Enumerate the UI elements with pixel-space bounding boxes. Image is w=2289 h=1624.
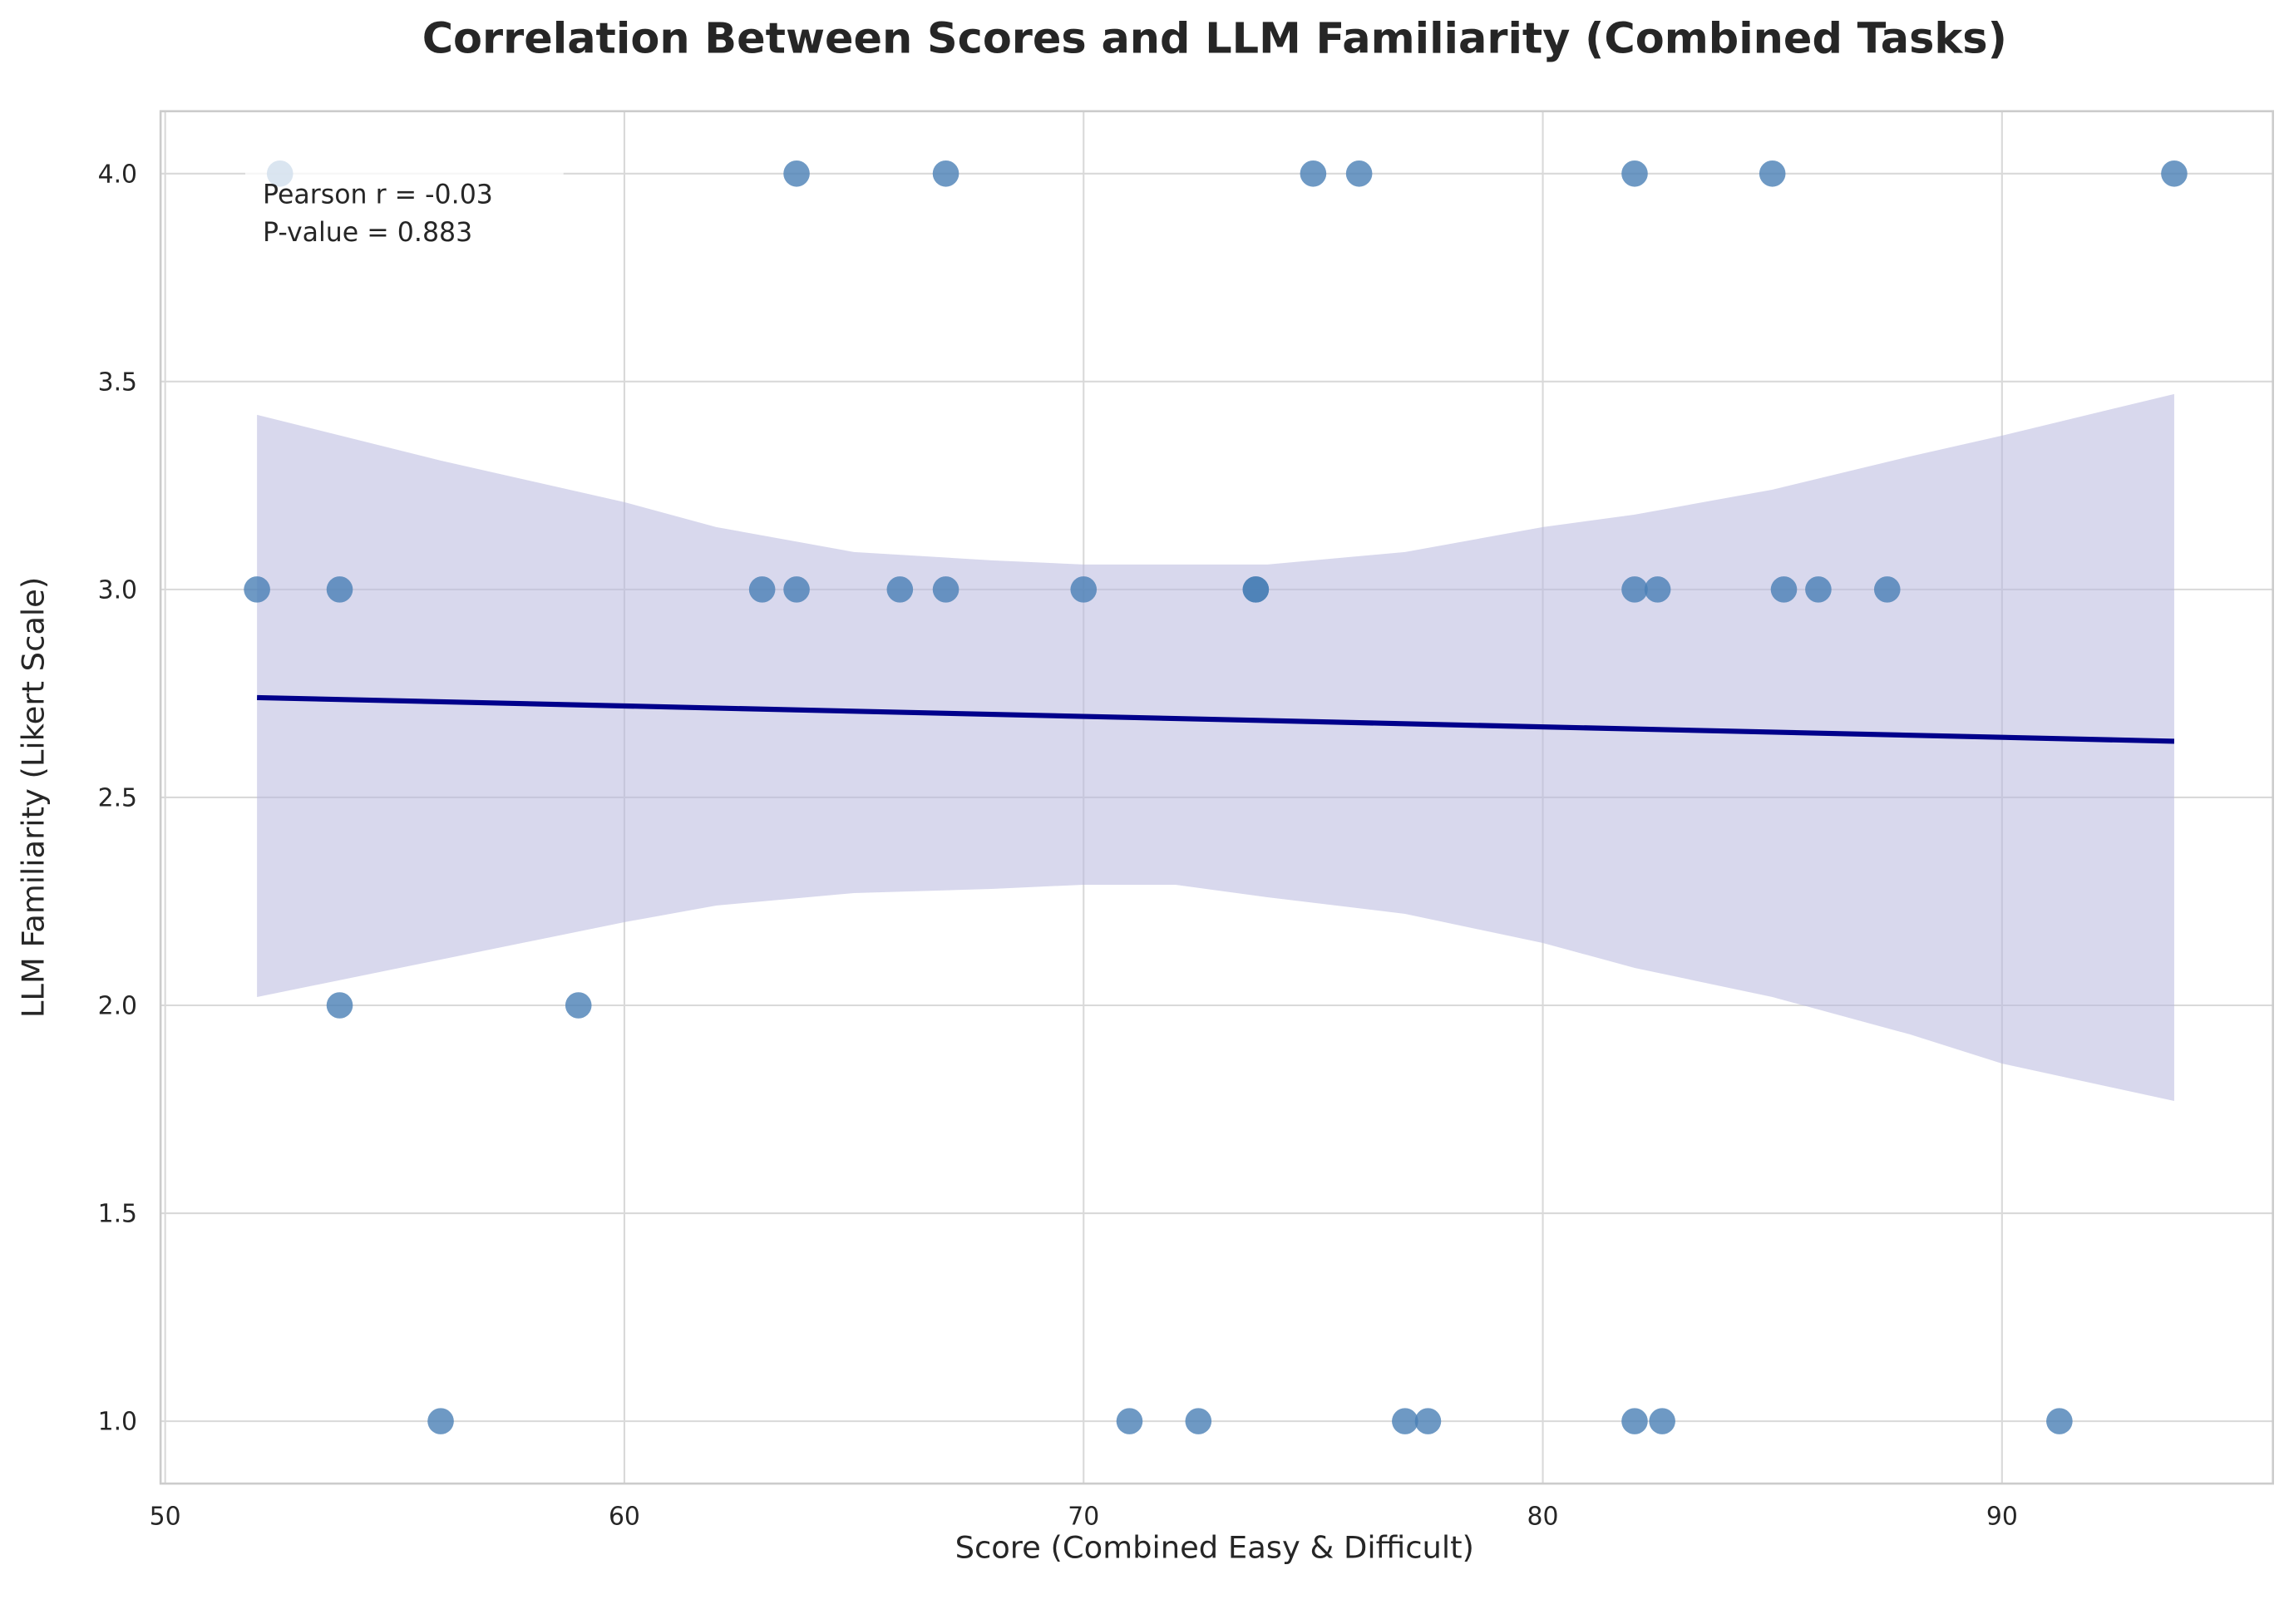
y-axis-label: LLM Familiarity (Likert Scale) bbox=[16, 577, 52, 1018]
data-point bbox=[1242, 576, 1270, 603]
data-point bbox=[783, 160, 810, 187]
data-point bbox=[1759, 160, 1786, 187]
data-point bbox=[932, 160, 960, 187]
data-point bbox=[1873, 576, 1901, 603]
pearson-r-label: Pearson r = -0.03 bbox=[263, 180, 493, 210]
x-tick-label: 80 bbox=[1527, 1502, 1559, 1531]
data-point bbox=[1621, 160, 1648, 187]
data-point bbox=[1414, 1408, 1442, 1434]
data-point bbox=[783, 576, 810, 603]
x-tick-label: 60 bbox=[609, 1502, 640, 1531]
data-point bbox=[2046, 1408, 2073, 1434]
data-point bbox=[2161, 160, 2188, 187]
data-point bbox=[1805, 576, 1832, 603]
regression-line-path bbox=[257, 694, 2175, 744]
y-tick-label: 2.5 bbox=[98, 783, 137, 812]
data-point bbox=[1070, 576, 1098, 603]
data-point bbox=[565, 992, 592, 1019]
y-tick-label: 3.0 bbox=[98, 575, 137, 605]
regression-line bbox=[257, 694, 2175, 744]
x-tick-label: 50 bbox=[150, 1502, 181, 1531]
chart-title: Correlation Between Scores and LLM Famil… bbox=[422, 15, 2007, 64]
data-point bbox=[326, 992, 353, 1019]
y-tick-label: 2.0 bbox=[98, 992, 137, 1021]
x-axis-label: Score (Combined Easy & Difficult) bbox=[955, 1530, 1474, 1566]
data-point bbox=[1770, 576, 1798, 603]
x-tick-label: 90 bbox=[1986, 1502, 2018, 1531]
y-tick-label: 1.0 bbox=[98, 1408, 137, 1437]
data-point bbox=[886, 576, 914, 603]
data-point bbox=[932, 576, 960, 603]
y-tick-label: 1.5 bbox=[98, 1200, 137, 1229]
x-tick-label: 70 bbox=[1068, 1502, 1099, 1531]
y-tick-label: 3.5 bbox=[98, 368, 137, 397]
data-point bbox=[1300, 160, 1327, 187]
data-point bbox=[326, 576, 353, 603]
confidence-band-area bbox=[257, 393, 2174, 1102]
annotation: Pearson r = -0.03 P-value = 0.883 bbox=[244, 137, 564, 254]
plot-frame bbox=[159, 110, 2275, 1485]
data-point bbox=[748, 576, 776, 603]
data-point bbox=[1185, 1408, 1212, 1434]
data-point bbox=[1621, 576, 1648, 603]
data-point bbox=[1644, 576, 1671, 603]
y-tick-label: 4.0 bbox=[98, 160, 137, 189]
confidence-band bbox=[257, 393, 2174, 1102]
data-point bbox=[1116, 1408, 1143, 1434]
data-point bbox=[427, 1408, 454, 1434]
data-point bbox=[1392, 1408, 1418, 1434]
data-point bbox=[1345, 160, 1373, 187]
p-value-label: P-value = 0.883 bbox=[263, 218, 472, 248]
data-point bbox=[1649, 1408, 1675, 1434]
data-point bbox=[1621, 1408, 1648, 1434]
axis-ticks: 50 60 70 80 90 1.0 1.5 2.0 2.5 3.0 3.5 4.0 bbox=[98, 160, 2018, 1531]
data-point bbox=[244, 576, 270, 603]
